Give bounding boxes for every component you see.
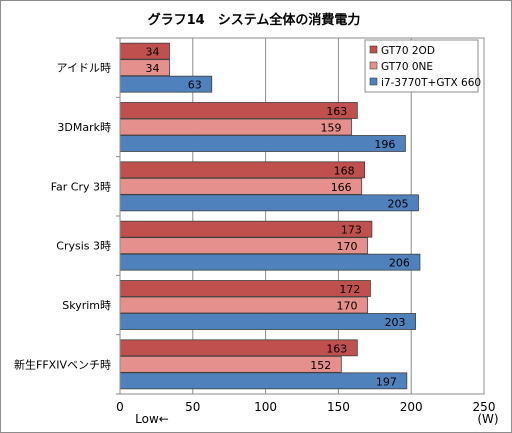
bar [119, 313, 416, 330]
legend-swatch [369, 61, 378, 70]
bar-value-label: 203 [385, 316, 406, 329]
x-tick-label: 250 [473, 400, 496, 414]
bar-value-label: 206 [389, 257, 410, 270]
x-tick-label: 200 [400, 400, 423, 414]
bar [119, 135, 406, 152]
bar-value-label: 197 [376, 375, 397, 388]
bar-value-label: 34 [146, 46, 160, 59]
bar-value-label: 196 [374, 138, 395, 151]
bar-value-label: 63 [188, 79, 202, 92]
bar [119, 355, 342, 373]
bar-value-label: 159 [321, 122, 342, 135]
x-tick-label: 50 [185, 400, 200, 414]
bar [119, 194, 419, 212]
legend-swatch [369, 45, 378, 54]
unit-label: (W) [477, 412, 498, 426]
legend-label: i7-3770T+GTX 660 [381, 77, 481, 89]
category-label: Skyrim時 [62, 299, 111, 312]
bar-value-label: 173 [341, 224, 362, 237]
bar-value-label: 170 [337, 240, 358, 253]
bar [119, 118, 352, 136]
bar-value-label: 152 [310, 359, 331, 372]
bar-value-label: 170 [337, 300, 358, 313]
legend-swatch [369, 77, 378, 86]
plot-area [120, 38, 484, 394]
legend-label: GT70 2OD [381, 45, 435, 57]
bar-value-label: 168 [334, 164, 355, 177]
bar [119, 296, 368, 314]
x-tick-label: 150 [327, 400, 350, 414]
bar-value-label: 163 [326, 342, 347, 355]
bar-value-label: 34 [146, 62, 160, 75]
x-tick-label: 0 [116, 400, 124, 414]
bar-value-label: 205 [387, 197, 408, 210]
bar-value-label: 172 [339, 283, 360, 296]
category-label: Crysis 3時 [56, 240, 111, 253]
bar-value-label: 166 [331, 181, 352, 194]
bar [119, 372, 408, 390]
category-label: 3DMark時 [57, 121, 111, 134]
category-label: Far Cry 3時 [51, 180, 111, 193]
bar [119, 161, 366, 179]
chart-title: グラフ14 システム全体の消費電力 [148, 12, 361, 28]
bar-value-label: 163 [326, 105, 347, 118]
bar [119, 177, 363, 195]
bar [119, 220, 373, 238]
bar [119, 280, 371, 297]
direction-label: Low← [135, 412, 169, 426]
bar [119, 253, 421, 271]
plot-border [119, 37, 485, 395]
category-label: アイドル時 [57, 62, 111, 75]
bar [119, 339, 358, 357]
bar [119, 102, 358, 119]
x-tick-label: 100 [254, 400, 277, 414]
category-label: 新生FFXIVベンチ時 [14, 357, 111, 371]
bar [119, 237, 368, 255]
legend-box [364, 39, 479, 93]
legend-label: GT70 0NE [381, 61, 433, 73]
